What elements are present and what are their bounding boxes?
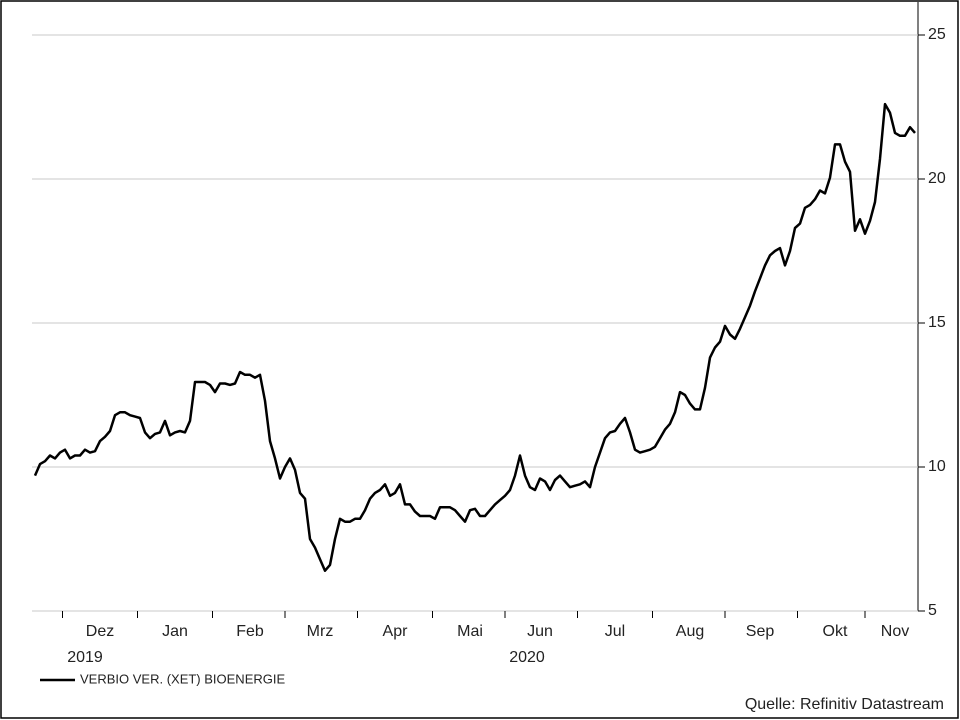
x-tick-label: Apr [383,623,409,640]
x-tick-label: Dez [86,623,114,640]
year-label: 2020 [509,649,545,666]
source: Quelle: Refinitiv Datastream [745,696,944,713]
x-tick-label: Mrz [307,623,334,640]
x-tick-label: Feb [236,623,264,640]
x-tick-label: Jan [162,623,188,640]
x-tick-label: Jun [527,623,553,640]
x-tick-label: Sep [746,623,775,640]
y-tick-label: 15 [928,314,946,331]
y-tick-label: 10 [928,458,946,475]
y-tick-label: 5 [928,602,937,619]
y-tick-label: 20 [928,170,946,187]
x-tick-label: Okt [823,623,848,640]
price-line [33,102,916,572]
x-tick-label: Mai [457,623,483,640]
x-tick-label: Jul [605,623,625,640]
y-tick-label: 25 [928,26,946,43]
x-tick-label: Nov [881,623,909,640]
year-label: 2019 [67,649,103,666]
legend-label: VERBIO VER. (XET) BIOENERGIE [80,671,285,686]
x-tick-label: Aug [676,623,704,640]
